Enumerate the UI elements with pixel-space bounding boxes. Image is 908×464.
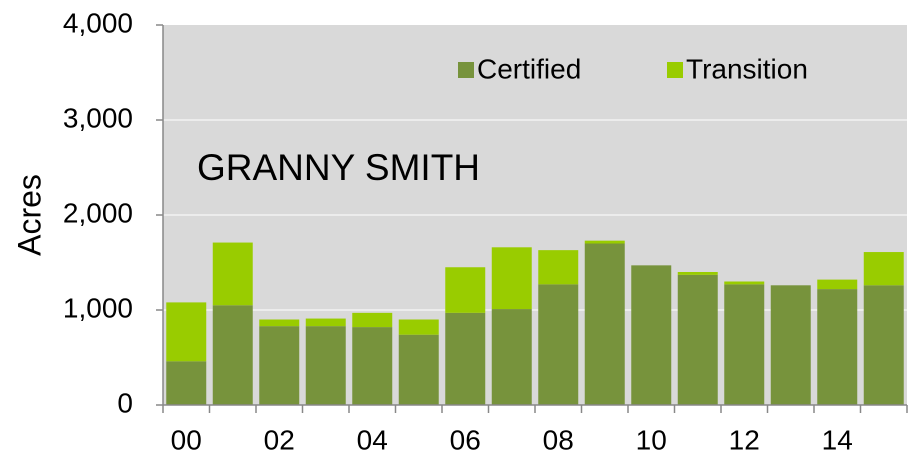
bar-segment	[352, 327, 393, 405]
y-axis-label: Acres	[11, 174, 47, 256]
x-tick-label: 04	[357, 424, 388, 455]
legend-swatch	[667, 62, 683, 78]
bar-segment	[398, 319, 439, 335]
legend-swatch	[458, 62, 474, 78]
bar-segment	[398, 334, 439, 405]
legend-label: Certified	[477, 53, 581, 84]
bar-segment	[631, 265, 672, 405]
bar-segment	[584, 240, 625, 244]
bar-segment	[212, 242, 253, 306]
bar-segment	[491, 247, 532, 310]
bar-segment	[352, 312, 393, 328]
bar-segment	[724, 284, 765, 405]
bar-segment	[584, 243, 625, 405]
bar-segment	[677, 274, 718, 405]
x-tick-label: 14	[822, 424, 853, 455]
bar-segment	[538, 250, 579, 285]
y-tick-label: 3,000	[63, 102, 133, 133]
bar-segment	[724, 281, 765, 285]
bar-segment	[305, 318, 346, 327]
bar-segment	[212, 305, 253, 405]
y-tick-label: 2,000	[63, 197, 133, 228]
x-tick-label: 08	[543, 424, 574, 455]
bar-segment	[259, 326, 300, 405]
y-tick-label: 4,000	[63, 7, 133, 38]
bar-segment	[677, 272, 718, 275]
bar-segment	[770, 285, 811, 405]
y-tick-label: 0	[117, 387, 133, 418]
annotation: GRANNY SMITH	[197, 147, 480, 188]
bar-segment	[445, 267, 486, 313]
bar-segment	[305, 326, 346, 405]
bar-segment	[817, 279, 858, 290]
bar-segment	[538, 284, 579, 405]
bar-segment	[817, 289, 858, 405]
x-tick-label: 02	[264, 424, 295, 455]
bar-segment	[863, 252, 904, 286]
bar-segment	[166, 361, 207, 405]
x-tick-label: 00	[171, 424, 202, 455]
x-tick-label: 06	[450, 424, 481, 455]
y-tick-label: 1,000	[63, 292, 133, 323]
bar-segment	[863, 285, 904, 405]
bar-segment	[166, 302, 207, 362]
bar-segment	[491, 309, 532, 405]
x-tick-label: 10	[636, 424, 667, 455]
bar-segment	[259, 319, 300, 327]
x-tick-label: 12	[729, 424, 760, 455]
bar-segment	[445, 312, 486, 405]
legend-label: Transition	[686, 53, 808, 84]
